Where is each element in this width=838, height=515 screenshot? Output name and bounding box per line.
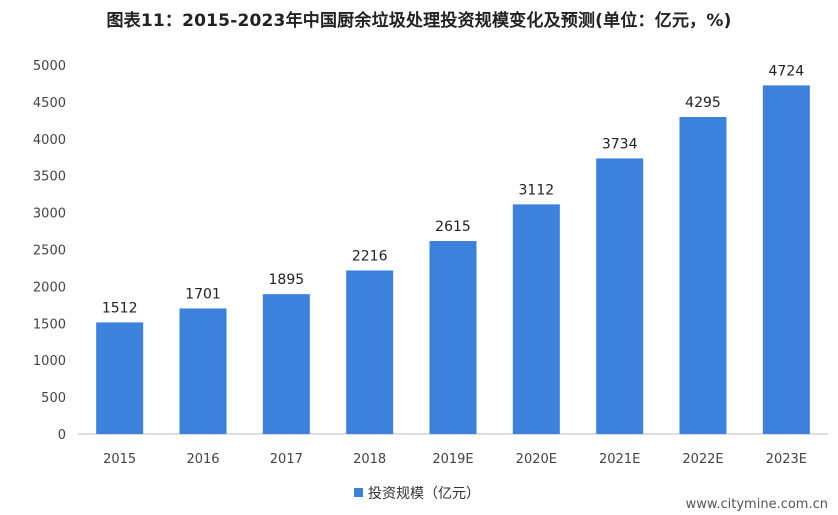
x-tick-label-2015: 2015 — [103, 452, 136, 467]
data-label-2019E: 2615 — [435, 219, 471, 235]
y-tick-label-4: 2000 — [33, 280, 66, 295]
data-label-2018: 2216 — [352, 248, 388, 264]
data-label-2021E: 3734 — [602, 136, 638, 152]
bar-2017 — [262, 294, 310, 434]
y-tick-label-0: 0 — [58, 428, 66, 443]
bar-2020E — [512, 204, 560, 434]
bar-2016 — [179, 308, 227, 434]
x-tick-label-2022E: 2022E — [682, 452, 723, 467]
x-tick-label-2023E: 2023E — [766, 452, 807, 467]
y-tick-label-6: 3000 — [33, 207, 66, 222]
y-tick-label-5: 2500 — [33, 244, 66, 259]
x-tick-label-2021E: 2021E — [599, 452, 640, 467]
data-label-2023E: 4724 — [769, 63, 805, 79]
data-label-2017: 1895 — [269, 272, 305, 288]
x-tick-label-2020E: 2020E — [516, 452, 557, 467]
bar-2023E — [762, 85, 810, 434]
y-tick-label-1: 500 — [41, 391, 66, 406]
y-tick-label-9: 4500 — [33, 96, 66, 111]
bar-2022E — [679, 117, 727, 435]
y-tick-label-2: 1000 — [33, 354, 66, 369]
x-tick-label-2018: 2018 — [353, 452, 386, 467]
x-tick-label-2019E: 2019E — [432, 452, 473, 467]
bar-2018 — [346, 270, 394, 434]
x-tick-label-2017: 2017 — [270, 452, 303, 467]
bar-2021E — [596, 158, 644, 435]
legend-label: 投资规模（亿元） — [368, 486, 480, 502]
y-tick-label-10: 5000 — [33, 59, 66, 74]
data-label-2020E: 3112 — [519, 182, 555, 198]
y-tick-label-7: 3500 — [33, 170, 66, 185]
legend-swatch — [354, 488, 363, 497]
bar-2015 — [96, 322, 144, 434]
y-tick-label-3: 1500 — [33, 317, 66, 332]
chart-title: 图表11：2015-2023年中国厨余垃圾处理投资规模变化及预测(单位：亿元，%… — [106, 11, 732, 31]
watermark-site: www.citymine.com.cn — [686, 497, 828, 512]
x-tick-label-2016: 2016 — [186, 452, 219, 467]
bar-2019E — [429, 241, 477, 434]
y-tick-label-8: 4000 — [33, 133, 66, 148]
data-label-2015: 1512 — [102, 300, 138, 316]
data-label-2016: 1701 — [185, 286, 221, 302]
data-label-2022E: 4295 — [685, 95, 721, 111]
